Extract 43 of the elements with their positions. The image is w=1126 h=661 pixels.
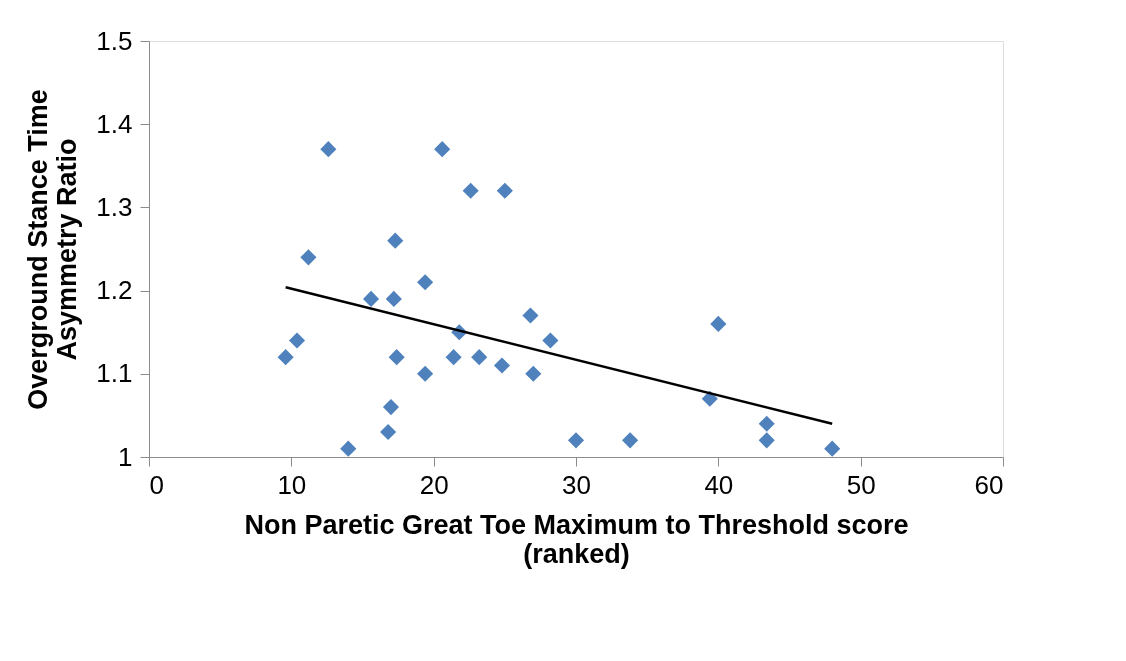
point [525, 365, 542, 382]
point [300, 249, 317, 266]
y-tick-label: 1.4 [96, 108, 133, 139]
point [288, 332, 306, 349]
point [542, 332, 559, 349]
point [493, 357, 511, 374]
point [380, 423, 397, 441]
point [340, 440, 357, 457]
x-tick-label: 50 [846, 469, 876, 500]
point [471, 349, 488, 366]
y-tick-label: 1.2 [96, 275, 133, 306]
point [567, 432, 585, 449]
point [622, 432, 639, 449]
point [385, 290, 402, 307]
point [758, 432, 775, 449]
point [522, 307, 539, 324]
point [445, 349, 462, 366]
y-tick-label: 1.3 [96, 191, 133, 222]
y-tick-label: 1.1 [96, 358, 133, 389]
point [387, 232, 404, 249]
x-axis-title: Non Paretic Great Toe Maximum to Threshold score (ranked) [244, 509, 909, 569]
x-tick-label: 60 [974, 469, 1004, 500]
point [388, 349, 405, 366]
point [462, 182, 479, 199]
point [710, 315, 727, 332]
y-tick-label: 1 [118, 441, 133, 472]
point [434, 141, 451, 158]
y-axis-title: Overground Stance Time Asymmetry Ratio [23, 89, 83, 410]
x-tick-label: 30 [562, 469, 591, 500]
point [362, 290, 380, 307]
point [824, 440, 841, 457]
point [320, 141, 337, 158]
point [277, 349, 294, 366]
point [758, 415, 775, 432]
point [417, 274, 434, 291]
x-tick-label: 20 [419, 469, 449, 500]
x-tick-label: 40 [704, 469, 734, 500]
point [496, 182, 513, 199]
point [417, 365, 434, 382]
point [382, 399, 400, 416]
y-tick-label: 1.5 [96, 25, 133, 56]
x-tick-label: 10 [277, 469, 307, 500]
x-tick-label: 0 [149, 469, 164, 500]
